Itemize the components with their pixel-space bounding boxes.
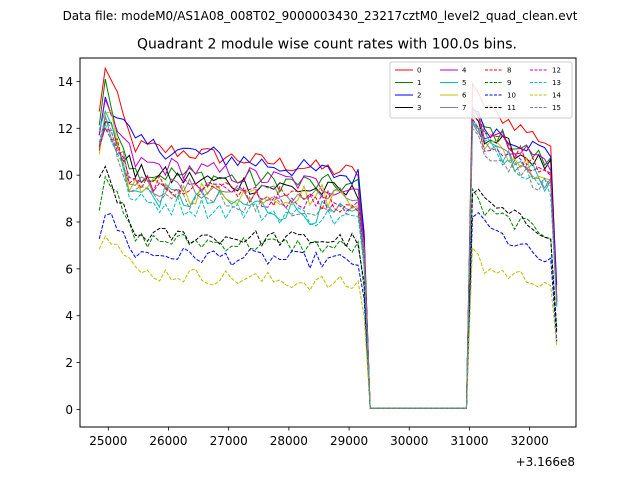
x-tick-label: 29000 [330, 434, 368, 448]
plot-area: 25000 26000 27000 28000 29000 30000 31000 32000… [58, 57, 577, 448]
axes-frame [79, 57, 577, 428]
series-line-11 [98, 165, 558, 409]
series-line-15 [98, 116, 558, 409]
legend-label-7: 7 [462, 104, 466, 112]
series-group [98, 66, 558, 409]
x-tick-label: 31000 [450, 434, 488, 448]
y-tick-label: 4 [65, 309, 73, 323]
y-tick-label: 10 [58, 169, 73, 183]
x-offset-label: +3.166e8 [516, 455, 575, 469]
legend-label-11: 11 [507, 104, 516, 112]
legend-label-8: 8 [507, 67, 511, 75]
legend-label-9: 9 [507, 79, 511, 87]
legend-label-3: 3 [417, 104, 421, 112]
x-tick-label: 32000 [511, 434, 549, 448]
series-line-14 [98, 235, 558, 409]
series-line-9 [98, 175, 558, 409]
x-tick-label: 28000 [270, 434, 308, 448]
y-tick-label: 12 [58, 122, 73, 136]
legend-label-4: 4 [462, 67, 467, 75]
suptitle: Data file: modeM0/AS1A08_008T02_90000034… [63, 9, 578, 23]
y-tick-label: 0 [65, 403, 73, 417]
legend-label-0: 0 [417, 67, 421, 75]
legend-label-15: 15 [552, 104, 561, 112]
x-tick-label: 25000 [89, 434, 127, 448]
x-tick-label: 30000 [390, 434, 428, 448]
legend-label-12: 12 [552, 67, 561, 75]
series-line-10 [98, 211, 558, 409]
legend-label-14: 14 [552, 92, 561, 100]
x-tick-label: 26000 [149, 434, 187, 448]
legend-label-5: 5 [462, 79, 466, 87]
legend-label-2: 2 [417, 92, 421, 100]
legend-label-10: 10 [507, 92, 516, 100]
y-tick-label: 14 [58, 75, 73, 89]
y-tick-label: 6 [65, 262, 73, 276]
y-tick-label: 2 [65, 356, 73, 370]
chart-title: Quadrant 2 module wise count rates with … [137, 37, 517, 53]
y-tick-label: 8 [65, 216, 73, 230]
legend-label-1: 1 [417, 79, 421, 87]
legend-frame [389, 61, 573, 119]
legend-label-6: 6 [462, 92, 467, 100]
series-line-8 [98, 110, 558, 409]
legend-label-13: 13 [552, 79, 561, 87]
x-tick-label: 27000 [210, 434, 248, 448]
